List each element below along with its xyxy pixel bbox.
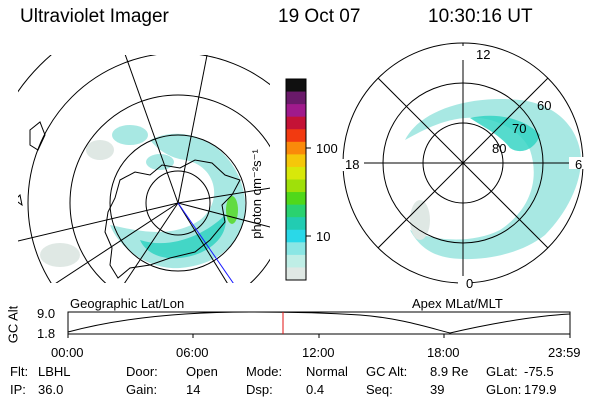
status-label: GLon: — [486, 382, 522, 397]
mlt-label-18: 18 — [345, 157, 360, 172]
right-panel-label: Apex MLat/MLT — [412, 296, 503, 311]
colorbar-unit-label: photon cm⁻²s⁻¹ — [248, 149, 264, 239]
timeline-xtick: 06:00 — [176, 345, 209, 360]
mlat-label-60: 60 — [537, 98, 552, 113]
colorbar-swatch — [286, 166, 306, 180]
colorbar-swatch — [286, 179, 306, 193]
geographic-map — [18, 55, 270, 283]
colorbar-tick-10: 10 — [316, 229, 331, 244]
left-panel-label: Geographic Lat/Lon — [70, 296, 185, 311]
status-label: GLat: — [486, 364, 518, 379]
timeline-xtick: 18:00 — [427, 345, 460, 360]
colorbar-swatch — [286, 204, 306, 218]
altitude-timeline — [67, 311, 571, 338]
colorbar-swatch — [286, 254, 306, 268]
timeline-ytick-bottom: 1.8 — [37, 326, 56, 341]
timeline-ytick-top: 9.0 — [37, 306, 56, 321]
colorbar — [285, 78, 311, 281]
status-value: Normal — [306, 364, 348, 379]
timeline-xtick: 12:00 — [302, 345, 335, 360]
status-value: 14 — [186, 382, 201, 397]
status-label: Gain: — [126, 382, 158, 397]
status-value: 36.0 — [38, 382, 64, 397]
mlt-label-6: 6 — [575, 157, 583, 172]
status-value: 39 — [430, 382, 445, 397]
timeline-xtick: 23:59 — [548, 345, 581, 360]
status-label: GC Alt: — [366, 364, 408, 379]
status-label: Door: — [126, 364, 158, 379]
observation-date: 19 Oct 07 — [278, 6, 361, 27]
colorbar-swatch — [286, 229, 306, 243]
colorbar-swatch — [286, 79, 306, 93]
status-value: Open — [186, 364, 218, 379]
colorbar-swatch — [286, 116, 306, 130]
colorbar-swatch — [286, 141, 306, 155]
status-label: Dsp: — [246, 382, 273, 397]
colorbar-swatch — [286, 91, 306, 105]
status-label: Seq: — [366, 382, 393, 397]
status-value: 179.9 — [524, 382, 557, 397]
status-label: Flt: — [10, 364, 29, 379]
colorbar-swatch — [286, 267, 306, 281]
mlat-label-80: 80 — [492, 141, 507, 156]
status-label: IP: — [10, 382, 26, 397]
status-value: 0.4 — [306, 382, 325, 397]
colorbar-swatch — [286, 129, 306, 143]
colorbar-swatch — [286, 242, 306, 256]
colorbar-tick-100: 100 — [316, 141, 338, 156]
colorbar-swatch — [286, 217, 306, 231]
mlt-label-0: 0 — [466, 276, 474, 291]
mlat-label-70: 70 — [512, 121, 527, 136]
observation-time: 10:30:16 UT — [428, 6, 533, 27]
timeline-xtick: 00:00 — [51, 345, 84, 360]
colorbar-swatch — [286, 192, 306, 206]
status-label: Mode: — [246, 364, 283, 379]
timeline-axis-label: GC Alt — [5, 305, 21, 344]
instrument-title: Ultraviolet Imager — [20, 6, 169, 27]
colorbar-swatch — [286, 154, 306, 168]
status-value: -75.5 — [524, 364, 554, 379]
status-value: 8.9 Re — [430, 364, 469, 379]
mlt-label-12: 12 — [476, 47, 491, 62]
apex-polar-plot — [340, 42, 585, 288]
colorbar-swatch — [286, 104, 306, 118]
status-value: LBHL — [38, 364, 71, 379]
